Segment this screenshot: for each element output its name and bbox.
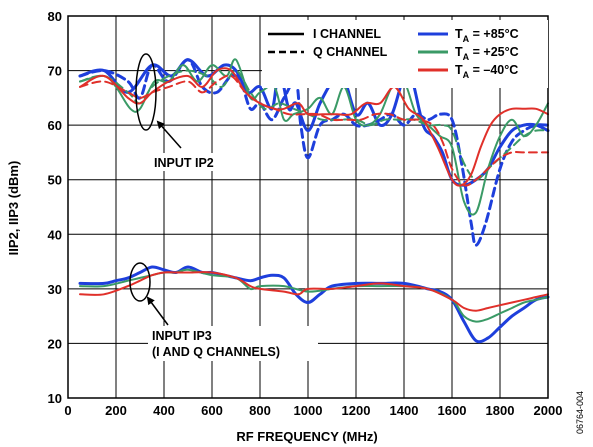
series-group [78,58,550,344]
ip3-pointer-arrow [146,296,169,326]
x-tick-label: 1800 [486,403,515,418]
ip2-marker-ellipse [135,53,157,131]
series-line-iip3-iq-minus40 [79,271,549,312]
figure-id: 06764-004 [575,391,585,434]
y-axis-label: IIP2, IIP3 (dBm) [6,161,21,256]
y-tick-label: 10 [48,391,62,406]
y-tick-label: 80 [48,9,62,24]
y-tick-label: 50 [48,173,62,188]
x-tick-label: 2000 [534,403,563,418]
ip2-pointer-arrow [156,120,182,149]
x-axis-label: RF FREQUENCY (MHz) [236,429,377,444]
annotations: INPUT IP2 INPUT IP3 (I AND Q CHANNELS) [129,53,318,361]
ip3-label-background [148,326,318,361]
legend-label-temp-minus40: TA = –40°C [455,63,518,80]
y-tick-label: 60 [48,118,62,133]
legend-label-i-channel: I CHANNEL [313,27,381,41]
ip3-marker-ellipse [129,262,151,302]
legend-label-temp-85: TA = +85°C [455,27,519,44]
x-tick-labels: 0 200 400 600 800 1000 1200 1400 1600 1800 2000 [64,403,562,418]
legend-background [262,20,548,88]
y-tick-label: 40 [48,227,62,242]
ip3-label-line1: INPUT IP3 [152,329,212,343]
legend: I CHANNEL Q CHANNEL TA = +85°C TA = +25°… [262,20,548,88]
x-tick-label: 800 [249,403,271,418]
x-tick-label: 1200 [342,403,371,418]
y-tick-label: 30 [48,282,62,297]
plot-frame [67,15,549,399]
y-tick-labels: 10 20 30 40 50 60 70 80 [48,9,62,406]
x-tick-label: 0 [64,403,71,418]
x-tick-label: 1400 [390,403,419,418]
legend-label-q-channel: Q CHANNEL [313,45,388,59]
x-tick-label: 400 [153,403,175,418]
series-line-iip2-q-minus40 [79,74,549,187]
x-tick-label: 600 [201,403,223,418]
x-tick-label: 200 [105,403,127,418]
ip2-label-background [150,153,235,171]
y-tick-label: 70 [48,64,62,79]
series-line-iip2-i-minus40 [79,67,549,187]
x-tick-label: 1600 [438,403,467,418]
y-tick-label: 20 [48,336,62,351]
legend-label-temp-25: TA = +25°C [455,45,519,62]
ip2-label: INPUT IP2 [154,156,214,170]
ip3-label-line2: (I AND Q CHANNELS) [152,345,280,359]
x-tick-label: 1000 [294,403,323,418]
